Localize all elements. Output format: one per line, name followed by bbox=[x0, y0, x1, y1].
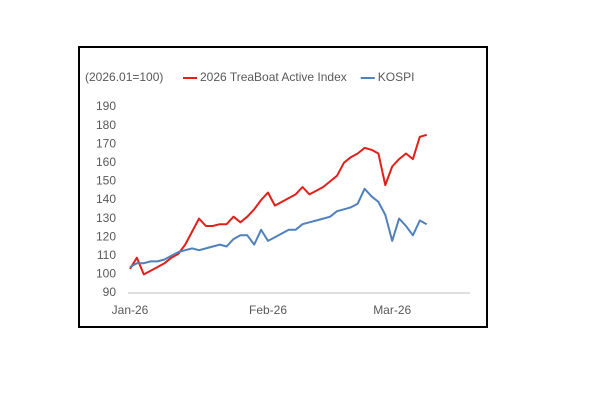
y-tick-label: 130 bbox=[96, 211, 116, 225]
legend-label: KOSPI bbox=[378, 70, 415, 84]
y-tick-label: 150 bbox=[96, 174, 116, 188]
y-tick-label: 170 bbox=[96, 136, 116, 150]
y-tick-label: 110 bbox=[97, 248, 116, 262]
y-tick-label: 140 bbox=[96, 192, 116, 206]
legend-label: 2026 TreaBoat Active Index bbox=[200, 70, 347, 84]
y-tick-label: 100 bbox=[96, 267, 116, 281]
y-tick-label: 180 bbox=[96, 118, 116, 132]
x-tick-label: Jan-26 bbox=[112, 303, 149, 317]
chart-frame bbox=[78, 46, 488, 328]
x-tick-label: Mar-26 bbox=[373, 303, 411, 317]
x-tick-label: Feb-26 bbox=[249, 303, 287, 317]
y-tick-label: 120 bbox=[96, 229, 116, 243]
unit-label: (2026.01=100) bbox=[85, 70, 163, 84]
y-tick-label: 160 bbox=[96, 155, 116, 169]
y-tick-label: 90 bbox=[103, 285, 117, 299]
line-series bbox=[129, 187, 428, 268]
y-tick-label: 190 bbox=[96, 99, 116, 113]
